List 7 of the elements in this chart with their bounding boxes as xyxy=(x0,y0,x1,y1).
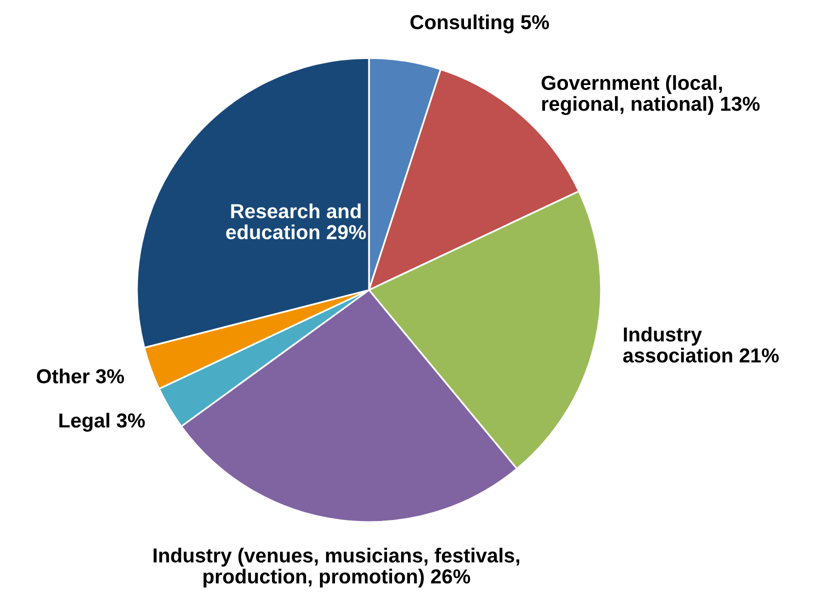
slice-label: Research and education 29% xyxy=(226,204,366,240)
slice-label: Consulting 5% xyxy=(410,14,549,34)
slice-label: Industry (venues, musicians, festivals, production, promotion) 26% xyxy=(154,548,520,588)
slice-label: Other 3% xyxy=(36,368,124,384)
slice-label: Legal 3% xyxy=(59,412,145,432)
slice-label: Industry association 21% xyxy=(623,326,779,363)
slice-label: Government (local, regional, national) 13% xyxy=(542,75,760,116)
